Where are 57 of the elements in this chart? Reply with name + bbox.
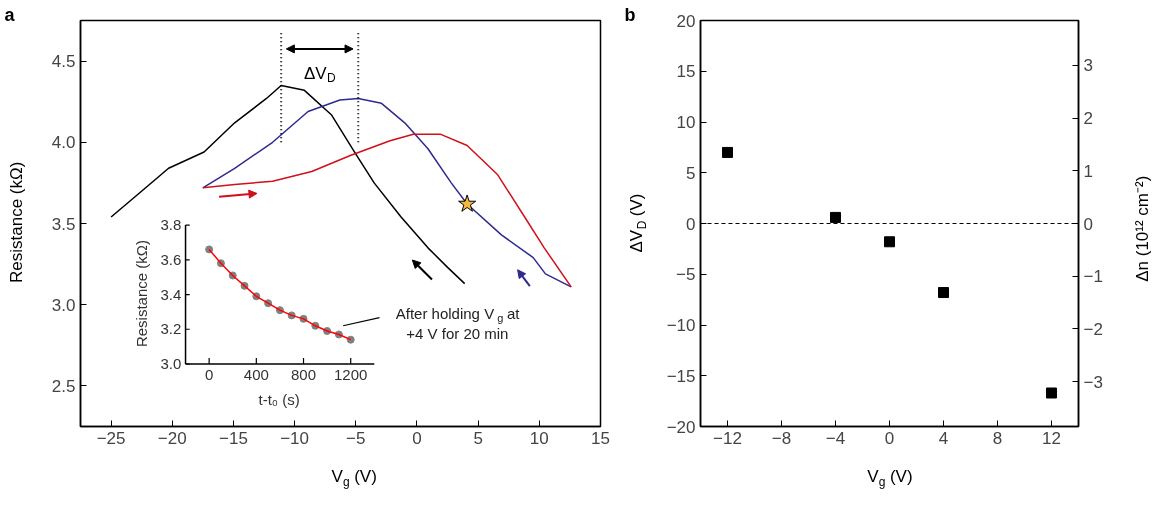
x-tick-label: 10 <box>529 428 549 448</box>
y-tick-label: 15 <box>676 62 696 82</box>
y2-tick-label: 2 <box>1083 109 1093 129</box>
x-tick-label: −4 <box>825 428 846 448</box>
y2-tick-label: 3 <box>1083 56 1093 76</box>
point <box>722 146 733 158</box>
y-tick-label: −5 <box>676 265 696 285</box>
y-tick-label: 4.5 <box>51 52 76 72</box>
y-tick-label: 4.0 <box>51 133 76 153</box>
y2-tick-label: 1 <box>1083 161 1093 181</box>
y2-tick-label: −2 <box>1083 319 1103 339</box>
x-tick-label: 0 <box>204 366 214 384</box>
y-tick-label: 3.2 <box>160 320 182 338</box>
x-tick-label: 12 <box>1042 428 1061 448</box>
x-tick-label: 4 <box>938 428 949 448</box>
y-tick-label: 2.5 <box>51 376 76 396</box>
line-series <box>202 133 572 288</box>
x-tick-label: −12 <box>713 428 742 448</box>
y-tick-label: 10 <box>676 113 696 132</box>
y-tick-label: 3.6 <box>160 250 182 268</box>
y2-tick-label: −3 <box>1083 372 1103 392</box>
x-tick-label: 0 <box>412 428 422 448</box>
x-tick-label: 5 <box>473 428 483 448</box>
y-tick-label: 0 <box>686 214 696 234</box>
point <box>830 211 841 223</box>
x-tick-label: −25 <box>96 428 126 448</box>
x-axis-title: t-t₀ (s) <box>258 391 300 409</box>
chart-title: a <box>4 4 16 25</box>
y-tick-label: 3.5 <box>51 214 76 234</box>
y-tick-label: 20 <box>676 11 696 31</box>
x-tick-label: −8 <box>771 428 792 448</box>
point <box>884 236 895 248</box>
x-tick-label: 1200 <box>334 366 368 384</box>
y-tick-label: 3.0 <box>51 295 76 315</box>
y2-axis-title: Δn (10¹² cm⁻²) <box>1133 175 1152 282</box>
x-tick-label: 800 <box>291 366 317 384</box>
line-series <box>202 97 572 288</box>
y-tick-label: 3.8 <box>160 216 182 234</box>
y-axis-title: Resistance (kΩ) <box>133 239 151 348</box>
point <box>938 287 949 299</box>
x-tick-label: 0 <box>884 428 895 448</box>
chart-title: b <box>624 4 636 25</box>
x-tick-label: −5 <box>346 428 366 448</box>
x-tick-label: 400 <box>243 366 269 384</box>
y-tick-label: −10 <box>666 316 696 335</box>
point <box>1046 387 1057 399</box>
x-tick-label: 15 <box>591 428 610 448</box>
y-axis-title: Resistance (kΩ) <box>7 161 26 283</box>
y-tick-label: 5 <box>686 163 696 183</box>
y-axis-title: ΔVD (V) <box>627 193 649 253</box>
y2-tick-label: 0 <box>1083 214 1093 234</box>
x-tick-label: −10 <box>280 428 310 448</box>
y-tick-label: 3.0 <box>160 354 182 372</box>
y2-tick-label: −1 <box>1083 267 1103 287</box>
x-tick-label: 8 <box>992 428 1003 448</box>
x-tick-label: −15 <box>219 428 248 448</box>
y-tick-label: 3.4 <box>160 285 182 303</box>
